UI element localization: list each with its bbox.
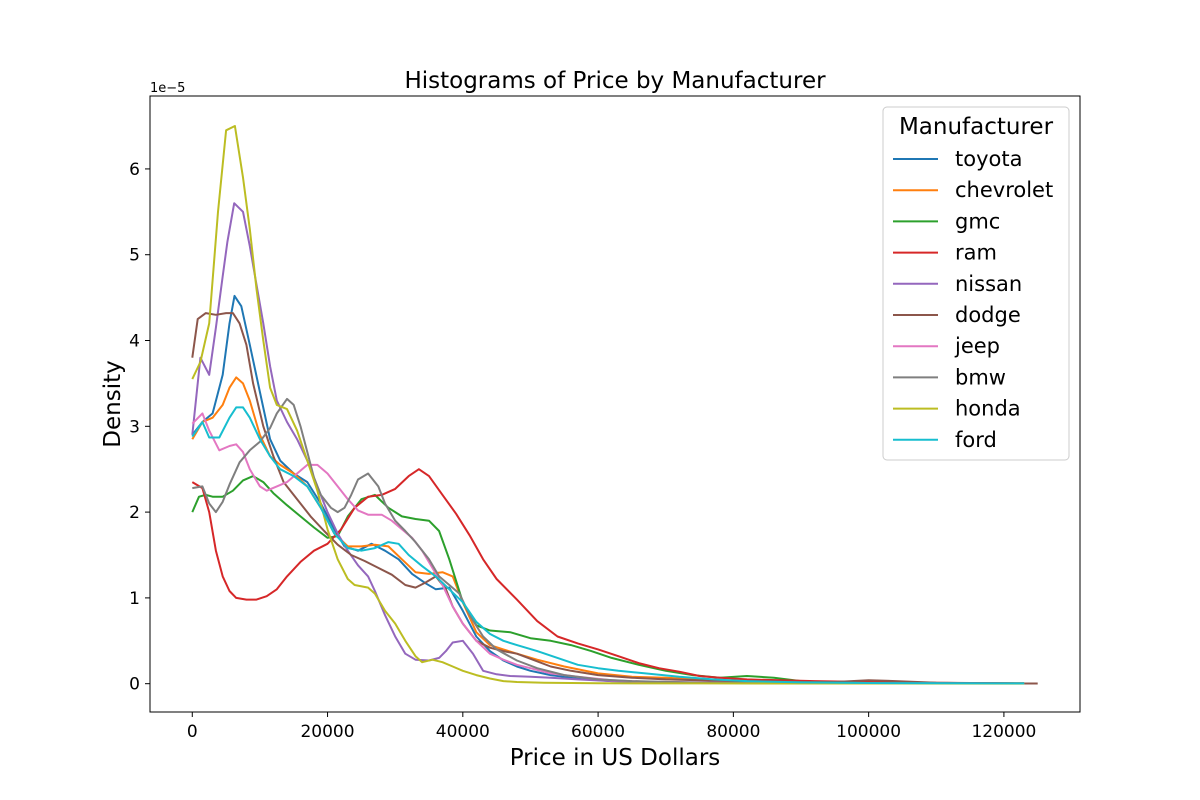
legend-label-gmc: gmc	[955, 209, 1000, 233]
series-line-jeep	[191, 412, 1025, 685]
x-tick-label: 100000	[836, 722, 901, 742]
y-tick-label: 5	[129, 246, 140, 266]
y-tick-label: 4	[129, 332, 140, 352]
x-tick-label: 40000	[436, 722, 490, 742]
x-tick-label: 80000	[706, 722, 760, 742]
y-tick-label: 1	[129, 589, 140, 609]
legend-title: Manufacturer	[899, 114, 1054, 140]
legend-label-ford: ford	[955, 428, 997, 452]
y-tick-label: 0	[129, 675, 140, 695]
legend-label-toyota: toyota	[955, 147, 1022, 171]
legend-label-dodge: dodge	[955, 303, 1021, 327]
series-line-ram	[191, 468, 1025, 685]
legend-label-bmw: bmw	[955, 365, 1006, 389]
legend-box	[882, 106, 1070, 461]
plot-frame	[149, 95, 1081, 713]
x-axis-ticks: 0 20000 40000 60000 80000 100000 120000	[187, 712, 1036, 742]
series-line-nissan	[191, 202, 1025, 685]
legend-label-ram: ram	[955, 241, 997, 265]
y-axis-label: Density	[100, 360, 126, 447]
chart-title: Histograms of Price by Manufacturer	[404, 68, 826, 94]
legend-label-nissan: nissan	[955, 272, 1022, 296]
legend-label-honda: honda	[955, 397, 1021, 421]
series-line-ford	[191, 406, 1025, 685]
legend-items: toyota chevrolet gmc ram nissan dodge jeep bmw h…	[893, 147, 1053, 452]
y-tick-label: 6	[129, 160, 140, 180]
y-scale-label: 1e−5	[150, 81, 185, 96]
series-line-bmw	[192, 397, 1025, 685]
series-line-chevrolet	[191, 376, 1025, 685]
y-tick-label: 2	[129, 503, 140, 523]
legend-label-chevrolet: chevrolet	[955, 178, 1053, 202]
x-tick-label: 0	[187, 722, 198, 742]
x-tick-label: 20000	[300, 722, 354, 742]
y-tick-label: 3	[129, 417, 140, 437]
x-tick-label: 120000	[971, 722, 1036, 742]
legend: Manufacturer toyota chevrolet gmc ram nissan…	[882, 106, 1070, 461]
x-tick-label: 60000	[571, 722, 625, 742]
series-line-honda	[191, 125, 1025, 685]
x-axis-label: Price in US Dollars	[510, 745, 721, 771]
plot-lines	[191, 125, 1038, 685]
legend-label-jeep: jeep	[954, 334, 1000, 358]
y-axis-ticks: 0 1 2 3 4 5 6	[129, 160, 150, 695]
